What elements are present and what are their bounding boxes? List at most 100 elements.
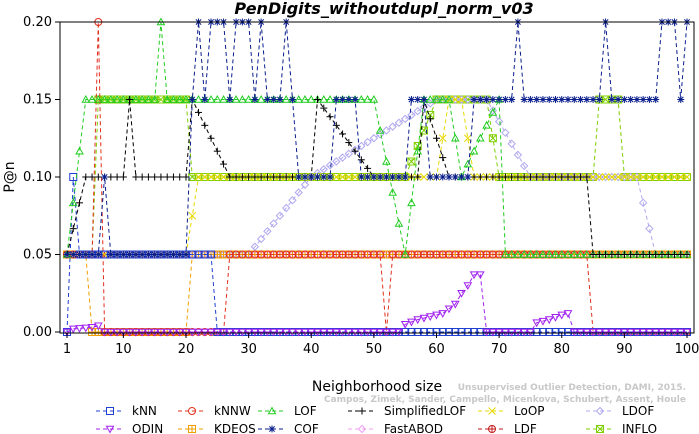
point-lof <box>119 94 128 103</box>
point-odin <box>275 328 285 337</box>
point-simplifiedlof <box>539 173 547 181</box>
point-odin <box>112 328 122 337</box>
point-cof <box>483 96 491 103</box>
point-simplifiedlof <box>176 173 184 181</box>
point-cof <box>263 96 271 103</box>
point-knn <box>426 328 435 336</box>
point-loop <box>607 173 616 181</box>
point-simplifiedlof <box>207 134 215 142</box>
point-ldof <box>519 161 529 171</box>
point-ldof <box>638 198 648 208</box>
point-ldof <box>620 172 629 182</box>
point-knnw <box>482 250 491 259</box>
point-odin <box>400 320 410 329</box>
point-simplifiedlof <box>245 173 253 181</box>
point-ldof <box>400 114 410 124</box>
x-tick-label: 90 <box>616 342 633 357</box>
point-lof <box>488 107 498 116</box>
point-loop <box>683 173 691 181</box>
point-odin <box>670 328 679 337</box>
point-odin <box>294 328 304 337</box>
point-lof <box>388 187 398 196</box>
point-odin <box>663 328 673 337</box>
point-inflo <box>488 134 497 143</box>
point-cof <box>451 173 459 181</box>
point-loop <box>670 173 679 181</box>
point-cof <box>320 173 328 181</box>
point-cof <box>251 96 259 103</box>
point-cof <box>94 251 102 258</box>
point-cof <box>276 96 284 103</box>
point-knn <box>207 250 216 259</box>
point-odin <box>463 282 473 291</box>
point-ldof <box>601 172 610 182</box>
point-odin <box>131 328 141 337</box>
point-cof <box>376 173 384 181</box>
point-ldof <box>444 95 454 104</box>
point-knnw <box>313 250 322 259</box>
point-simplifiedlof <box>213 147 221 155</box>
point-lof <box>507 249 516 258</box>
point-odin <box>638 328 648 337</box>
point-odin <box>250 328 260 337</box>
point-cof <box>345 96 353 103</box>
point-knnw <box>294 250 303 259</box>
point-cof <box>501 96 509 103</box>
point-ldof <box>294 188 303 197</box>
point-simplifiedlof <box>76 199 84 207</box>
x-tick-label: 60 <box>428 342 445 357</box>
point-lof <box>162 94 172 103</box>
point-cof <box>163 251 171 258</box>
point-loop <box>207 173 215 181</box>
point-odin <box>319 328 329 337</box>
point-simplifiedlof <box>257 173 265 181</box>
series-cof <box>63 18 691 258</box>
point-cof <box>132 251 140 258</box>
point-cof <box>107 251 115 258</box>
point-ldof <box>332 157 341 166</box>
point-odin <box>93 322 103 331</box>
watermark-line-2: Campos, Zimek, Sander, Campello, Micenko… <box>324 395 686 405</box>
point-cof <box>332 96 340 103</box>
point-lof <box>81 94 91 103</box>
point-cof <box>589 96 597 103</box>
point-odin <box>432 311 441 320</box>
point-cof <box>326 173 334 181</box>
point-odin <box>263 328 272 337</box>
point-lof <box>206 94 216 103</box>
point-odin <box>119 328 128 337</box>
point-odin <box>238 328 247 337</box>
point-simplifiedlof <box>320 104 328 112</box>
point-odin <box>450 300 460 309</box>
point-odin <box>231 328 241 337</box>
point-odin <box>501 328 510 337</box>
point-simplifiedlof <box>232 173 240 181</box>
point-odin <box>419 314 429 323</box>
series-line-odin <box>66 274 687 333</box>
point-ldof <box>513 150 523 160</box>
point-odin <box>162 328 172 337</box>
point-simplifiedlof <box>195 108 203 116</box>
point-lof <box>194 94 203 103</box>
point-simplifiedlof <box>602 251 610 258</box>
point-lof <box>432 94 441 103</box>
point-lof <box>325 94 335 103</box>
point-simplifiedlof <box>545 173 553 181</box>
x-tick-label: 50 <box>366 342 383 357</box>
point-cof <box>439 173 447 181</box>
point-lof <box>244 94 253 103</box>
point-loop <box>620 173 629 181</box>
legend-item-odin: ODIN <box>96 422 163 434</box>
point-simplifiedlof <box>520 173 528 181</box>
point-simplifiedlof <box>220 160 228 168</box>
point-ldof <box>269 219 278 228</box>
point-cof <box>533 96 541 103</box>
point-odin <box>225 328 235 337</box>
legend-item-ldof: LDOF <box>586 404 654 418</box>
point-knn <box>476 328 485 336</box>
point-odin <box>557 311 567 320</box>
point-cof <box>458 173 466 181</box>
series-kdeos <box>63 250 691 336</box>
point-odin <box>187 328 197 337</box>
point-simplifiedlof <box>82 173 90 181</box>
